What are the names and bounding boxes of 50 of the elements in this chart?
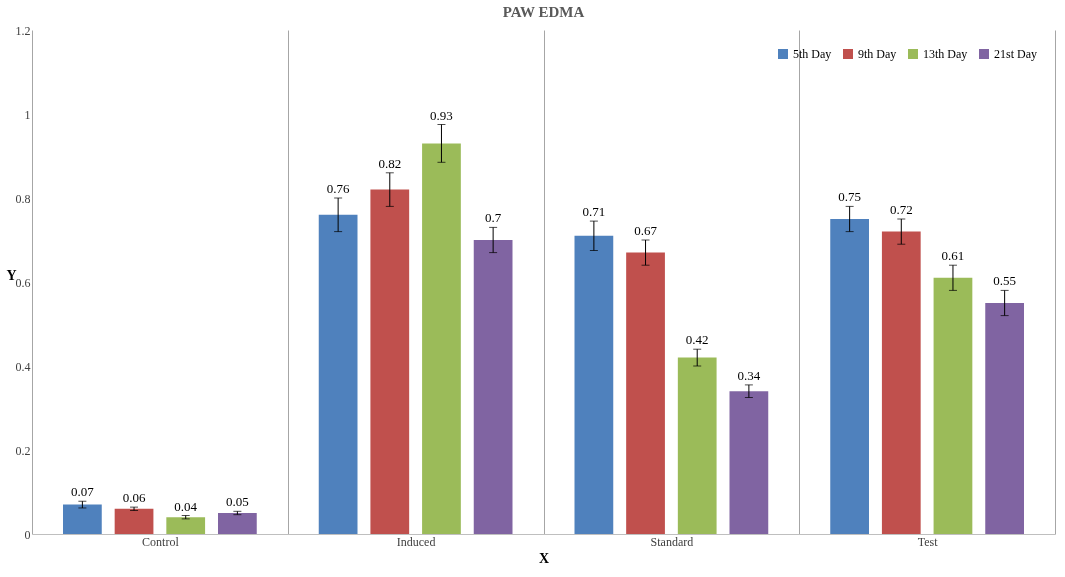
legend-label: 5th Day bbox=[793, 47, 832, 61]
bar bbox=[318, 214, 358, 534]
data-label: 0.61 bbox=[941, 248, 965, 264]
data-label: 0.7 bbox=[485, 210, 502, 226]
data-label: 0.67 bbox=[634, 223, 658, 238]
data-label: 0.42 bbox=[685, 332, 709, 348]
y-tick-label: 0.8 bbox=[15, 191, 31, 206]
x-tick-label: Control bbox=[142, 534, 180, 549]
legend-label: 9th Day bbox=[858, 47, 897, 61]
data-label: 0.05 bbox=[226, 494, 249, 510]
x-tick-label: Induced bbox=[396, 534, 436, 549]
data-label: 0.71 bbox=[582, 204, 606, 220]
bar bbox=[626, 252, 665, 534]
bar bbox=[114, 508, 154, 534]
bar bbox=[473, 240, 513, 534]
bar bbox=[574, 235, 614, 534]
x-tick-label: Standard bbox=[650, 534, 694, 549]
x-tick-label: Test bbox=[917, 534, 939, 549]
y-tick-label: 1 bbox=[24, 107, 31, 122]
data-label: 0.76 bbox=[326, 181, 350, 196]
bar bbox=[63, 504, 102, 534]
bar bbox=[677, 357, 717, 534]
data-label: 0.93 bbox=[430, 107, 453, 123]
bar bbox=[933, 277, 973, 534]
y-tick-label: 0 bbox=[24, 527, 31, 542]
bar bbox=[985, 303, 1024, 534]
data-label: 0.55 bbox=[993, 273, 1016, 289]
x-axis-title: X bbox=[538, 550, 550, 566]
bar bbox=[729, 391, 769, 534]
data-label: 0.04 bbox=[174, 498, 198, 514]
data-label: 0.34 bbox=[737, 367, 761, 383]
y-tick-label: 0.4 bbox=[15, 359, 31, 374]
y-tick-label: 0.2 bbox=[15, 443, 31, 458]
data-label: 0.06 bbox=[122, 490, 146, 506]
bar bbox=[830, 219, 869, 534]
bar bbox=[370, 189, 410, 534]
bar bbox=[166, 517, 206, 534]
data-label: 0.72 bbox=[889, 202, 913, 217]
data-label: 0.07 bbox=[71, 484, 95, 500]
chart-title: PAW EDMA bbox=[502, 4, 585, 20]
y-axis-title: Y bbox=[6, 267, 17, 283]
data-label: 0.75 bbox=[838, 189, 861, 205]
bar bbox=[218, 513, 257, 534]
y-tick-label: 1.2 bbox=[15, 23, 31, 38]
bar bbox=[422, 143, 461, 534]
legend-label: 13th Day bbox=[923, 47, 968, 61]
data-label: 0.82 bbox=[378, 155, 402, 171]
legend-label: 21st Day bbox=[994, 47, 1037, 61]
y-tick-label: 0.6 bbox=[15, 275, 31, 290]
bar bbox=[881, 231, 921, 534]
